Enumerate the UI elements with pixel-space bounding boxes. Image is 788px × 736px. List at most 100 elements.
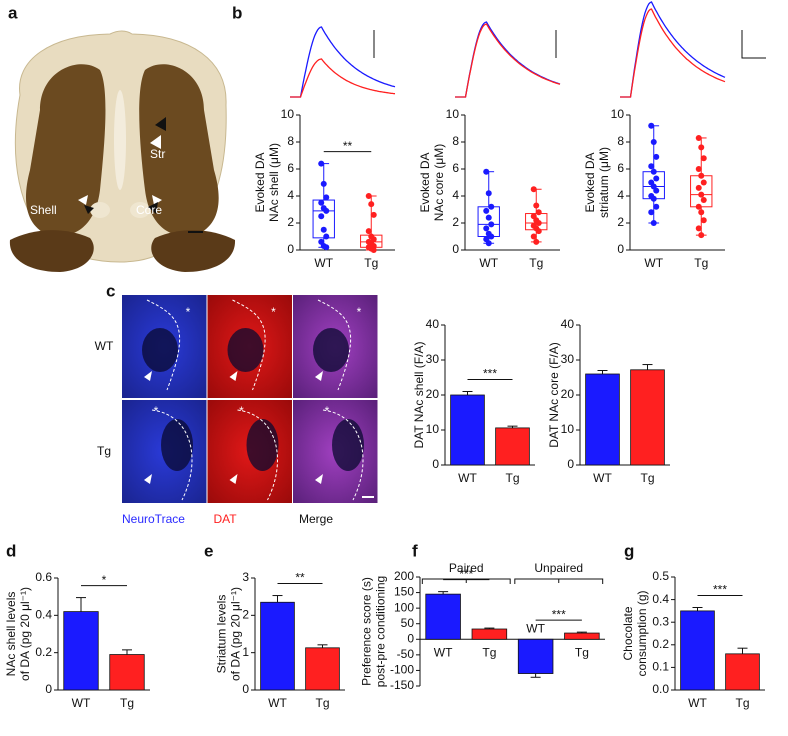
x-tick-label: WT xyxy=(644,256,663,270)
data-point xyxy=(648,163,655,170)
asterisk: * xyxy=(154,404,159,418)
y-tick-label: 40 xyxy=(426,317,440,331)
asterisk: * xyxy=(271,305,276,319)
data-point xyxy=(695,225,702,232)
y-tick-label: 0.2 xyxy=(35,645,52,659)
y-tick-label: 150 xyxy=(394,585,414,599)
y-tick-label: 0 xyxy=(567,457,574,471)
y-tick-label: 8 xyxy=(287,134,294,148)
bar xyxy=(425,593,461,640)
dark-region xyxy=(161,419,193,471)
boundary xyxy=(237,409,278,501)
y-tick-label: 10 xyxy=(426,422,440,436)
y-axis-label: Striatum levels xyxy=(214,595,228,674)
data-point xyxy=(700,179,707,186)
x-tick-label: WT xyxy=(458,471,477,485)
bar xyxy=(109,654,145,691)
bar xyxy=(63,611,99,691)
asterisk: * xyxy=(239,404,244,418)
y-axis-label: of DA (pg 20 μl⁻¹) xyxy=(18,587,32,681)
significance-label: * xyxy=(102,573,107,587)
data-point xyxy=(535,209,542,216)
x-tick-label: Tg xyxy=(640,471,654,485)
y-tick-label: 0 xyxy=(452,242,459,256)
y-tick-label: 0 xyxy=(242,682,249,696)
asterisk: * xyxy=(186,305,191,319)
x-tick-label: WT xyxy=(688,696,707,710)
boundary xyxy=(146,299,181,391)
data-point xyxy=(370,211,377,218)
x-tick-label: WT xyxy=(479,256,498,270)
y-axis-label: NAc shell levels xyxy=(4,592,18,677)
data-point xyxy=(483,168,490,175)
y-tick-label: 0.3 xyxy=(652,614,669,628)
y-axis-label: Evoked DA xyxy=(583,152,597,212)
y-tick-label: 2 xyxy=(617,215,624,229)
dark-region xyxy=(332,419,364,471)
data-point xyxy=(533,202,540,209)
data-point xyxy=(535,220,542,226)
data-point xyxy=(483,207,490,214)
trace xyxy=(290,26,396,98)
y-tick-label: 2 xyxy=(452,215,459,229)
y-axis-label: DAT NAc core (F/A) xyxy=(547,342,561,448)
trace xyxy=(620,1,726,98)
y-tick-label: 10 xyxy=(446,107,460,121)
data-point xyxy=(323,233,330,240)
x-tick-label: WT xyxy=(268,696,287,710)
data-point xyxy=(653,153,660,160)
y-tick-label: 30 xyxy=(561,352,575,366)
significance-label: *** xyxy=(713,583,727,597)
data-point xyxy=(318,213,325,220)
data-point xyxy=(485,190,492,197)
image-grid: * * * * * * xyxy=(122,295,378,503)
y-axis-label: Preference score (s) xyxy=(359,577,373,686)
y-tick-label: 200 xyxy=(394,569,414,583)
data-point xyxy=(698,144,705,151)
data-point xyxy=(653,187,660,194)
y-axis-label: NAc core (μM) xyxy=(432,144,446,222)
y-tick-label: 0 xyxy=(407,631,414,645)
column-label: Merge xyxy=(299,512,333,526)
y-tick-label: 8 xyxy=(617,134,624,148)
bar xyxy=(630,369,665,466)
x-tick-label: WT xyxy=(72,696,91,710)
region-label: Str xyxy=(150,147,165,161)
trace xyxy=(620,8,726,98)
y-tick-label: 0 xyxy=(432,457,439,471)
group-label: Paired xyxy=(449,561,484,575)
voltammetry-traces xyxy=(290,1,766,98)
y-tick-label: 6 xyxy=(452,161,459,175)
data-point xyxy=(653,175,660,182)
y-tick-label: 4 xyxy=(617,188,624,202)
x-tick-label: Tg xyxy=(694,256,708,270)
data-point xyxy=(485,240,492,247)
data-point xyxy=(695,184,702,191)
y-tick-label: 0 xyxy=(287,242,294,256)
significance-label: *** xyxy=(459,567,473,581)
brain-section xyxy=(9,30,236,272)
data-point xyxy=(485,214,492,221)
bar xyxy=(680,610,715,691)
data-point xyxy=(650,220,657,226)
column-label: DAT xyxy=(214,512,238,526)
dark-region xyxy=(313,328,349,372)
y-tick-label: -100 xyxy=(390,663,414,677)
data-point xyxy=(323,194,330,201)
trace xyxy=(455,23,561,98)
x-tick-label: WT xyxy=(526,621,545,635)
data-point xyxy=(533,238,540,245)
asterisk: * xyxy=(325,404,330,418)
arrowhead xyxy=(315,474,323,484)
data-point xyxy=(695,166,702,172)
data-point xyxy=(368,201,375,208)
arrowhead xyxy=(229,371,238,381)
data-point xyxy=(530,233,537,240)
data-point xyxy=(323,244,330,251)
data-point xyxy=(488,233,495,240)
bar xyxy=(517,638,554,674)
y-tick-label: 30 xyxy=(426,352,440,366)
data-point xyxy=(535,228,542,235)
x-tick-label: Tg xyxy=(364,256,378,270)
